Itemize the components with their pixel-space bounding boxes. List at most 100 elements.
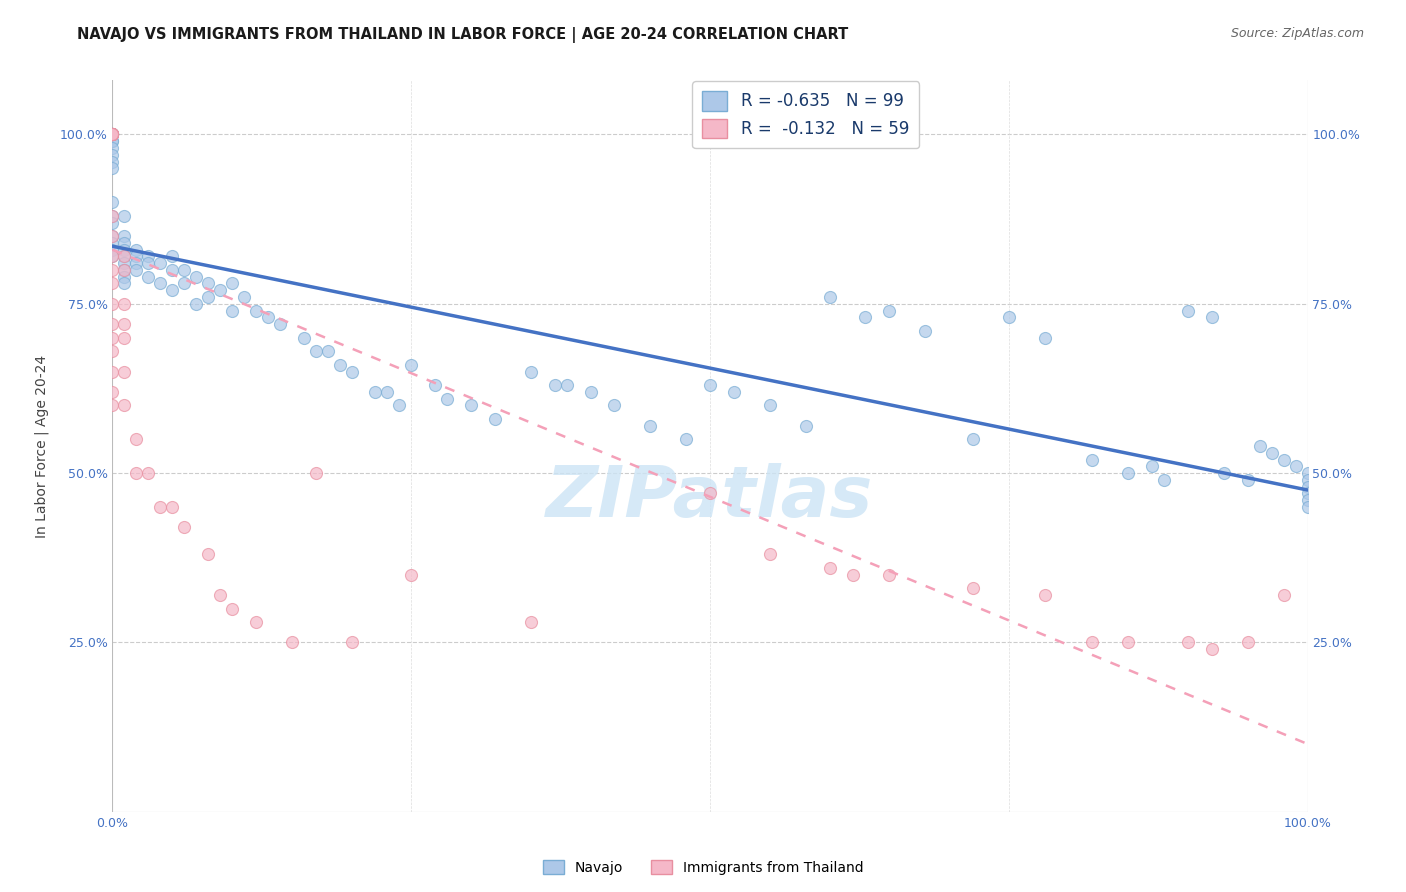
Point	[914, 324, 936, 338]
Point	[101, 128, 124, 142]
Point	[138, 256, 160, 270]
Point	[101, 128, 124, 142]
Point	[101, 364, 124, 378]
Point	[101, 344, 124, 359]
Point	[1261, 446, 1284, 460]
Text: ZIPatlas: ZIPatlas	[547, 463, 873, 532]
Point	[1237, 473, 1260, 487]
Point	[1201, 642, 1223, 657]
Point	[962, 432, 984, 446]
Point	[520, 364, 543, 378]
Point	[962, 581, 984, 595]
Point	[149, 256, 172, 270]
Point	[101, 128, 124, 142]
Point	[125, 256, 148, 270]
Point	[101, 128, 124, 142]
Point	[101, 128, 124, 142]
Point	[101, 297, 124, 311]
Point	[1296, 466, 1319, 480]
Point	[114, 317, 135, 331]
Point	[388, 398, 411, 412]
Point	[460, 398, 482, 412]
Point	[233, 290, 256, 304]
Point	[1153, 473, 1175, 487]
Point	[1081, 452, 1104, 467]
Point	[114, 243, 135, 257]
Text: Source: ZipAtlas.com: Source: ZipAtlas.com	[1230, 27, 1364, 40]
Point	[759, 547, 782, 561]
Point	[1272, 452, 1295, 467]
Point	[1296, 480, 1319, 494]
Point	[101, 249, 124, 263]
Point	[221, 303, 243, 318]
Point	[1142, 459, 1164, 474]
Point	[1249, 439, 1271, 453]
Point	[221, 601, 243, 615]
Point	[1177, 635, 1199, 649]
Point	[101, 128, 124, 142]
Point	[162, 500, 183, 514]
Point	[1213, 466, 1236, 480]
Point	[640, 418, 662, 433]
Point	[101, 161, 124, 176]
Point	[101, 235, 124, 250]
Point	[425, 378, 447, 392]
Point	[1296, 486, 1319, 500]
Point	[245, 303, 267, 318]
Point	[794, 418, 817, 433]
Point	[209, 588, 232, 602]
Point	[101, 134, 124, 148]
Text: NAVAJO VS IMMIGRANTS FROM THAILAND IN LABOR FORCE | AGE 20-24 CORRELATION CHART: NAVAJO VS IMMIGRANTS FROM THAILAND IN LA…	[77, 27, 849, 43]
Point	[114, 331, 135, 345]
Point	[101, 195, 124, 210]
Point	[101, 331, 124, 345]
Point	[1296, 500, 1319, 514]
Legend: Navajo, Immigrants from Thailand: Navajo, Immigrants from Thailand	[537, 855, 869, 880]
Point	[101, 141, 124, 155]
Point	[197, 277, 219, 291]
Point	[101, 229, 124, 244]
Point	[101, 384, 124, 399]
Point	[520, 615, 543, 629]
Point	[364, 384, 387, 399]
Point	[138, 269, 160, 284]
Point	[855, 310, 877, 325]
Point	[125, 466, 148, 480]
Point	[759, 398, 782, 412]
Point	[401, 567, 423, 582]
Point	[1296, 473, 1319, 487]
Point	[543, 378, 565, 392]
Point	[101, 128, 124, 142]
Point	[1033, 331, 1056, 345]
Point	[101, 215, 124, 229]
Point	[138, 466, 160, 480]
Y-axis label: In Labor Force | Age 20-24: In Labor Force | Age 20-24	[34, 354, 49, 538]
Point	[340, 364, 363, 378]
Point	[579, 384, 602, 399]
Legend: R = -0.635   N = 99, R =  -0.132   N = 59: R = -0.635 N = 99, R = -0.132 N = 59	[692, 81, 920, 148]
Point	[818, 290, 841, 304]
Point	[269, 317, 291, 331]
Point	[101, 128, 124, 142]
Point	[316, 344, 339, 359]
Point	[101, 249, 124, 263]
Point	[101, 128, 124, 142]
Point	[209, 283, 232, 297]
Point	[818, 561, 841, 575]
Point	[125, 432, 148, 446]
Point	[114, 269, 135, 284]
Point	[699, 486, 721, 500]
Point	[114, 235, 135, 250]
Point	[699, 378, 721, 392]
Point	[125, 249, 148, 263]
Point	[114, 364, 135, 378]
Point	[101, 229, 124, 244]
Point	[101, 148, 124, 162]
Point	[114, 297, 135, 311]
Point	[101, 209, 124, 223]
Point	[101, 128, 124, 142]
Point	[603, 398, 626, 412]
Point	[101, 243, 124, 257]
Point	[842, 567, 865, 582]
Point	[245, 615, 267, 629]
